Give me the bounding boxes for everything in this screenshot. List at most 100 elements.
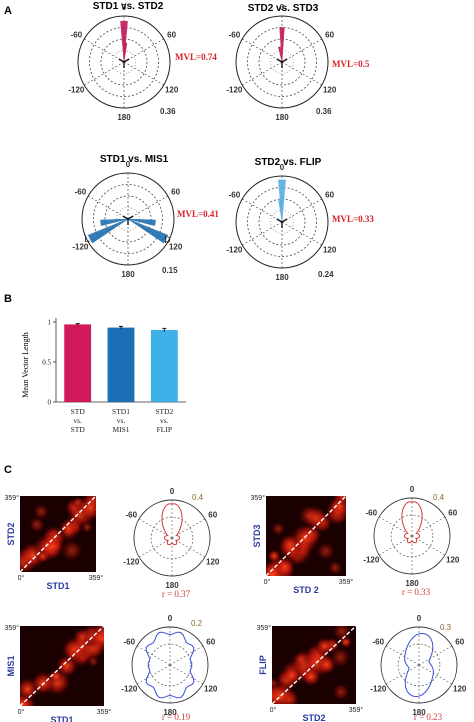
polar-petal	[278, 198, 283, 223]
heatmap-flip-std2: 359° 0° 359° FLIP STD2	[257, 624, 364, 722]
polar-title: STD2 vs. STD3	[248, 3, 319, 14]
bar-y-axis-label: Mean Vector Length	[21, 332, 30, 398]
polar-angle-tick: -60	[229, 31, 241, 40]
heatmap-blob	[58, 521, 79, 543]
polar-correlation-std1-std2: 0 60 120 180 -120 -60 0.4 r = 0.37	[123, 487, 220, 599]
polar-angle-tick: -120	[370, 685, 387, 694]
polar-angle-tick: 0	[280, 163, 285, 172]
heatmap-x-tick-max: 359°	[97, 708, 112, 716]
polar-grid-ring	[270, 50, 294, 74]
polar-spoke	[169, 664, 204, 685]
heatmap-x-tick-min: 0°	[18, 574, 25, 582]
heatmap-y-label: FLIP	[258, 655, 268, 675]
bar-category-label: FLIP	[157, 425, 172, 434]
polar-petal	[277, 46, 283, 63]
polar-grid-ring	[258, 38, 306, 86]
polar-curve	[145, 631, 195, 699]
polar-spoke	[281, 38, 323, 63]
heatmap-y-label: STD3	[252, 524, 262, 547]
polar-angle-tick: 180	[275, 273, 289, 282]
polar-petal	[127, 218, 169, 244]
bar-category-label: vs.	[117, 416, 126, 425]
heatmap-x-label: STD1	[50, 715, 73, 722]
heatmap-blob	[315, 541, 336, 562]
polar-angle-tick: 60	[448, 509, 457, 518]
polar-angle-tick: 0	[417, 614, 422, 623]
polar-angle-tick: 0	[168, 614, 173, 623]
heatmap-mis1-std1: 359° 0° 359° MIS1 STD1	[5, 624, 112, 722]
heatmap-y-label: STD2	[6, 522, 16, 545]
heatmap-y-tick-max: 359°	[251, 494, 266, 502]
polar-angle-tick: 120	[204, 685, 218, 694]
polar-curve	[404, 632, 434, 698]
heatmap-blob	[60, 539, 84, 563]
polar-title: STD2 vs. FLIP	[255, 157, 322, 168]
polar-center-mark	[127, 215, 134, 220]
polar-radial-max-label: 0.3	[440, 623, 452, 632]
bar-chart: Mean Vector Length 00.51STDvs.STDSTD1vs.…	[21, 318, 186, 434]
correlation-caption: r = 0.37	[162, 589, 191, 599]
polar-angle-tick: -120	[226, 86, 243, 95]
polar-angle-tick: 0	[170, 487, 175, 496]
polar-angle-tick: 0	[126, 160, 131, 169]
mvl-annotation: MVL=0.74	[175, 52, 217, 62]
bar-category-label: STD	[71, 407, 86, 416]
polar-petal	[87, 218, 129, 244]
bar-y-tick-label: 1	[48, 319, 52, 327]
polar-radial-max-label: 0.36	[316, 107, 332, 116]
heatmap-blob	[282, 666, 301, 685]
polar-spoke	[281, 198, 323, 223]
heatmap-blob	[80, 520, 94, 534]
polar-title: STD1 vs. MIS1	[100, 154, 169, 165]
polar-spoke	[127, 195, 169, 220]
polar-spoke	[123, 38, 165, 63]
heatmap-blob	[331, 626, 353, 642]
correlation-caption: r = 0.19	[162, 712, 191, 722]
polar-angle-tick: -60	[75, 188, 87, 197]
polar-angle-tick: -60	[373, 638, 385, 647]
polar-angle-tick: 180	[405, 579, 419, 588]
polar-angle-tick: 120	[323, 246, 337, 255]
polar-angle-tick: -60	[124, 638, 136, 647]
polar-angle-tick: -120	[72, 243, 89, 252]
heatmap-blob	[279, 533, 301, 555]
bar-category-label: vs.	[73, 416, 82, 425]
heatmap-blob	[76, 496, 96, 522]
bar-category-label: STD1	[112, 407, 130, 416]
polar-angle-tick: -60	[366, 509, 378, 518]
polar-correlation-std1-mis1: 0 60 120 180 -120 -60 0.2 r = 0.19	[121, 614, 218, 722]
polar-angle-tick: 60	[206, 638, 215, 647]
polar-angle-tick: 60	[455, 638, 464, 647]
heatmap-blob	[331, 682, 350, 701]
heatmap-std2-std1: 359° 0° 359° STD2 STD1	[5, 494, 104, 591]
heatmap-blob	[293, 651, 310, 668]
heatmap-x-tick-min: 0°	[264, 578, 271, 586]
heatmap-blob	[49, 669, 63, 684]
heatmap-y-tick-max: 359°	[5, 494, 20, 502]
heatmap-y-tick-max: 359°	[5, 624, 20, 632]
polar-correlation-std2-std3: 0 60 120 180 -120 -60 0.4 r = 0.33	[363, 485, 460, 597]
polar-center-mark	[276, 58, 283, 63]
polar-angle-tick: 180	[121, 270, 135, 279]
correlation-caption: r = 0.33	[402, 587, 431, 597]
bar	[150, 330, 178, 402]
polar-center-mark	[276, 218, 283, 223]
heatmap-blob	[327, 559, 343, 576]
polar-plot-std1-std2: STD1 vs. STD2 0 60 120 180 -120 -60 0.36 MVL=0.…	[68, 1, 217, 122]
polar-angle-tick: -60	[71, 31, 83, 40]
heatmap-diagonal	[19, 625, 105, 707]
polar-plot-std1-mis1: STD1 vs. MIS1 0 60 120 180 -120 -60 0.15 MVL=0.…	[72, 154, 219, 279]
heatmap-diagonal	[271, 625, 357, 705]
polar-angle-tick: -120	[363, 556, 380, 565]
polar-grid-ring	[258, 198, 306, 246]
polar-angle-tick: 0	[122, 3, 127, 12]
polar-angle-tick: 60	[208, 511, 217, 520]
heatmap-blob	[272, 677, 280, 689]
polar-angle-tick: 0	[410, 485, 415, 494]
polar-angle-tick: 60	[325, 191, 334, 200]
polar-grid-ring	[93, 184, 163, 254]
polar-spoke	[378, 535, 413, 556]
polar-angle-tick: 120	[165, 86, 179, 95]
polar-spoke	[385, 664, 420, 685]
